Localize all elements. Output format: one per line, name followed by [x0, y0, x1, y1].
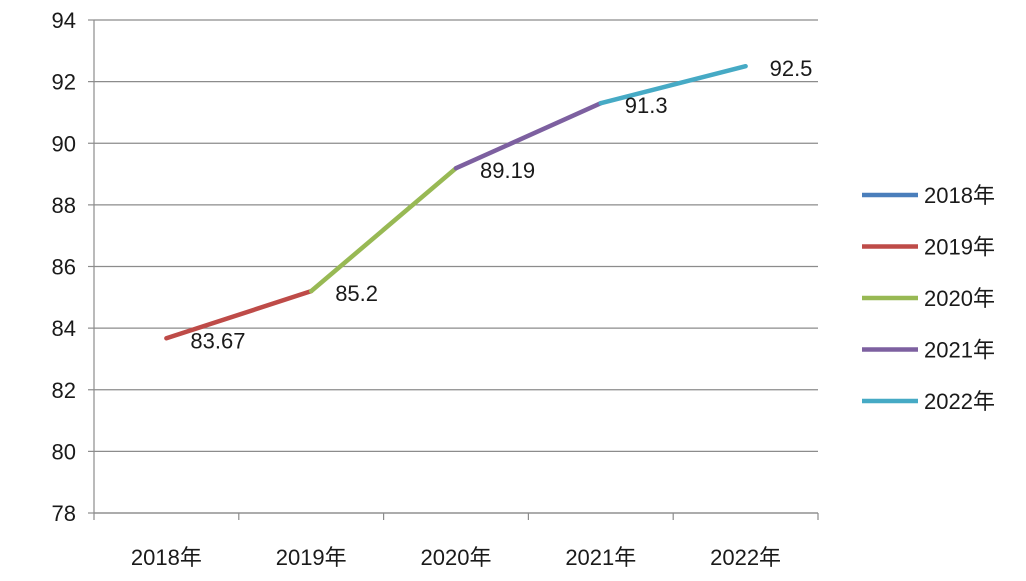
data-label: 83.67: [190, 328, 245, 353]
series-lines: [164, 63, 748, 341]
series-line-2021年: [453, 100, 604, 171]
y-tick-label: 78: [52, 501, 76, 526]
data-label: 85.2: [335, 281, 378, 306]
series-line-2020年: [308, 165, 459, 294]
legend-label: 2020年: [924, 286, 995, 311]
y-tick-label: 84: [52, 316, 76, 341]
x-tick-label: 2021年: [565, 545, 636, 570]
y-tick-label: 92: [52, 70, 76, 95]
x-tick-label: 2019年: [276, 545, 347, 570]
y-tick-label: 90: [52, 131, 76, 156]
y-tick-label: 94: [52, 8, 76, 33]
x-tick-label: 2018年: [131, 545, 202, 570]
y-tick-label: 88: [52, 193, 76, 218]
x-tick-label: 2022年: [710, 545, 781, 570]
data-label: 89.19: [480, 158, 535, 183]
series-line-2022年: [598, 63, 748, 106]
x-tick-label: 2020年: [421, 545, 492, 570]
axes: [88, 19, 819, 520]
grid-lines: [94, 19, 818, 514]
y-tick-labels: 78 80 82 84 86 88 90 92 94: [52, 8, 76, 526]
legend-label: 2018年: [924, 183, 995, 208]
data-labels: 83.67 85.2 89.19 91.3 92.5: [190, 56, 812, 353]
y-tick-label: 82: [52, 378, 76, 403]
data-label: 91.3: [625, 93, 668, 118]
data-label: 92.5: [770, 56, 813, 81]
legend-label: 2021年: [924, 338, 995, 363]
legend: 2018年 2019年 2020年 2021年 2022年: [862, 183, 995, 414]
legend-label: 2022年: [924, 389, 995, 414]
y-tick-label: 86: [52, 255, 76, 280]
series-line-2019年: [164, 288, 314, 341]
legend-label: 2019年: [924, 235, 995, 260]
x-tick-labels: 2018年 2019年 2020年 2021年 2022年: [131, 545, 781, 570]
y-tick-label: 80: [52, 439, 76, 464]
